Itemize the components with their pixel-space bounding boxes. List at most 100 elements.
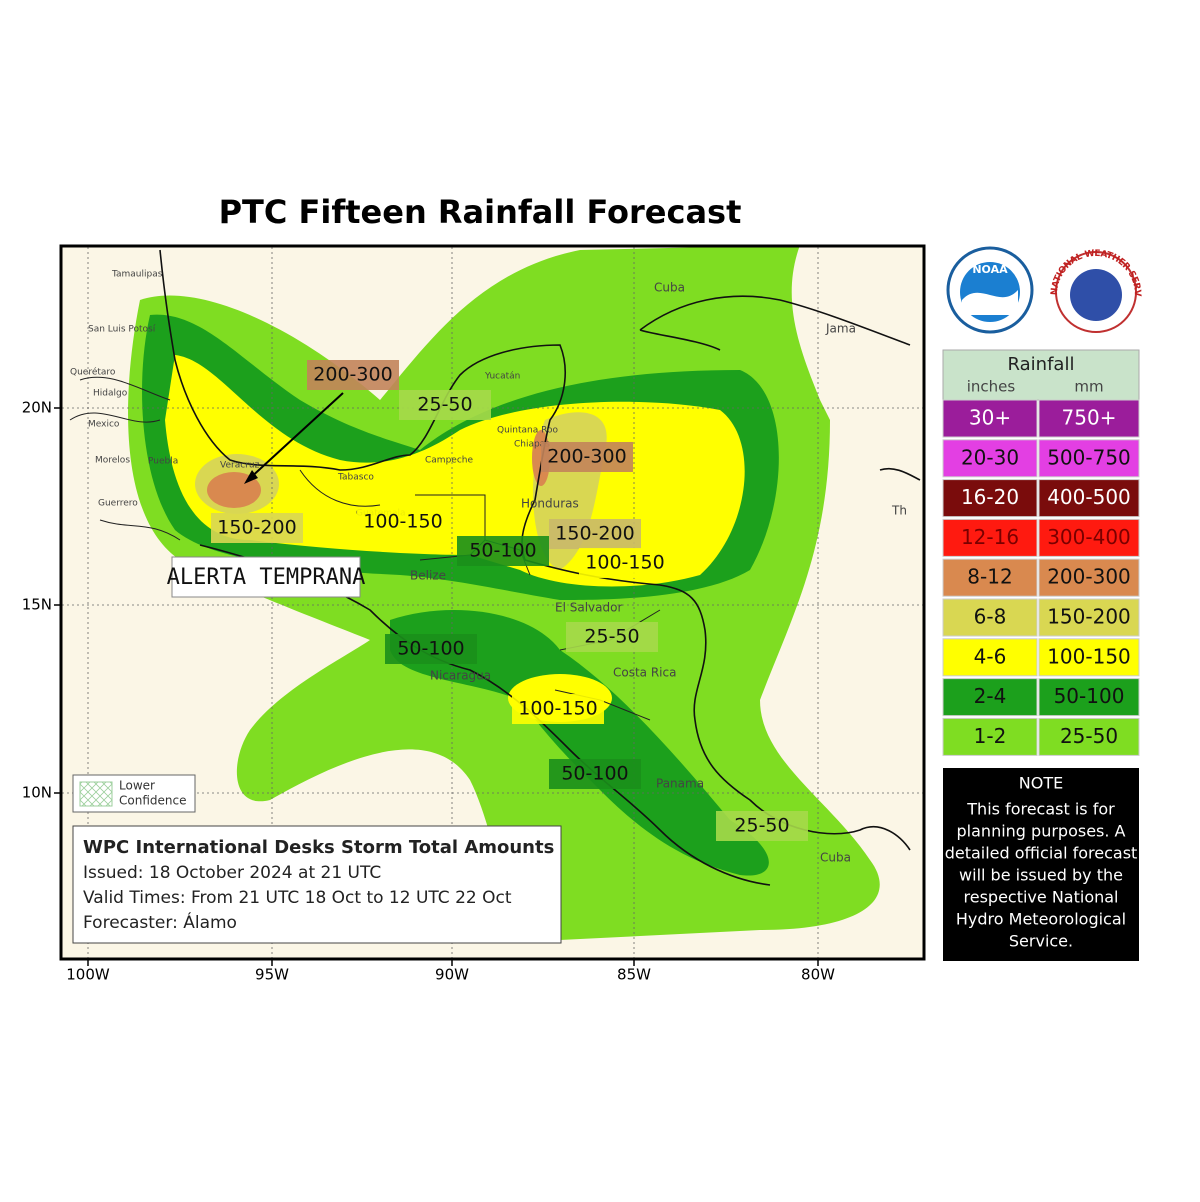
place-label: Chiapas xyxy=(514,440,550,450)
place-label: Costa Rica xyxy=(613,666,676,680)
latitude-label: 10N xyxy=(22,784,52,802)
amount-label: 50-100 xyxy=(457,536,549,566)
legend-swatch xyxy=(942,678,1038,717)
amount-label-text: 25-50 xyxy=(584,626,639,648)
place-label: Cuba xyxy=(820,851,851,865)
amount-label-text: 150-200 xyxy=(217,517,296,539)
amount-label-bg xyxy=(385,634,477,664)
longitude-label: 100W xyxy=(66,966,110,984)
amount-label: 25-50 xyxy=(716,811,808,841)
amount-label-text: 100-150 xyxy=(518,698,597,720)
legend-mm: 150-200 xyxy=(1047,605,1131,629)
place-label: Guerrero xyxy=(98,499,138,509)
amount-label-bg xyxy=(457,536,549,566)
legend-swatch xyxy=(1038,678,1140,717)
place-label: Jama xyxy=(825,322,856,336)
amount-label: 100-150 xyxy=(357,507,449,537)
note-line: respective National xyxy=(964,888,1119,907)
place-label: Querétaro xyxy=(70,367,116,378)
amount-label: 50-100 xyxy=(549,759,641,789)
note-line: detailed official forecast xyxy=(945,844,1138,863)
zone-2-4 xyxy=(390,610,769,876)
legend-mm: 750+ xyxy=(1062,406,1117,430)
amount-label-text: 25-50 xyxy=(734,815,789,837)
place-label: Panama xyxy=(656,777,704,791)
alert-badge-text: ALERTA TEMPRANA xyxy=(167,565,366,590)
note-line: This forecast is for xyxy=(966,800,1115,819)
legend-swatch xyxy=(942,558,1038,597)
legend-mm: 400-500 xyxy=(1047,485,1131,509)
amount-label: 100-150 xyxy=(512,694,604,724)
legend-mm: 25-50 xyxy=(1060,724,1118,748)
gridlines xyxy=(62,247,923,958)
legend-mm: 500-750 xyxy=(1047,445,1131,469)
amount-label-bg xyxy=(211,513,303,543)
legend-inches: 8-12 xyxy=(967,565,1012,589)
legend-swatch xyxy=(942,638,1038,677)
legend-swatch xyxy=(942,479,1038,518)
place-label: Honduras xyxy=(521,497,579,511)
place-label: Yucatán xyxy=(484,372,520,382)
place-label: Mexico xyxy=(88,420,120,430)
amount-label-bg xyxy=(549,759,641,789)
place-label: Campeche xyxy=(425,456,473,466)
lower-confidence-text: Lower xyxy=(119,779,155,793)
place-label: Veracruz xyxy=(220,461,260,471)
info-heading: WPC International Desks Storm Total Amou… xyxy=(83,837,554,858)
legend-mm: 200-300 xyxy=(1047,565,1131,589)
place-label: Belize xyxy=(410,569,446,583)
legend-swatch xyxy=(1038,479,1140,518)
legend-mm: 300-400 xyxy=(1047,525,1131,549)
legend-unit: mm xyxy=(1074,378,1103,396)
amount-label-text: 50-100 xyxy=(561,763,628,785)
amount-label: 150-200 xyxy=(549,519,641,549)
info-line: Forecaster: Álamo xyxy=(83,911,237,933)
amount-label: 100-150 xyxy=(579,548,671,578)
amount-label-bg xyxy=(549,519,641,549)
note-line: Hydro Meteorological xyxy=(956,910,1126,929)
amount-label-bg xyxy=(716,811,808,841)
longitude-label: 85W xyxy=(617,966,651,984)
legend-swatch xyxy=(1038,638,1140,677)
place-label: Tamaulipas xyxy=(111,270,163,280)
legend-inches: 16-20 xyxy=(961,485,1019,509)
longitude-label: 90W xyxy=(435,966,469,984)
legend-swatch xyxy=(1038,717,1140,756)
amount-label: 200-300 xyxy=(307,360,399,390)
place-label: Tabasco xyxy=(337,473,374,483)
place-label: Morelos xyxy=(95,456,130,466)
latitude-label: 20N xyxy=(22,399,52,417)
amount-label-bg xyxy=(357,507,449,537)
legend-inches: 30+ xyxy=(969,406,1011,430)
legend-swatch xyxy=(1038,518,1140,557)
legend-inches: 6-8 xyxy=(974,605,1007,629)
legend-swatch xyxy=(1038,558,1140,597)
place-label: Quintana Roo xyxy=(497,426,558,436)
legend-swatch xyxy=(942,518,1038,557)
amount-label-text: 100-150 xyxy=(363,511,442,533)
legend-swatch xyxy=(942,399,1038,438)
amount-label-text: 150-200 xyxy=(555,523,634,545)
latitude-label: 15N xyxy=(22,596,52,614)
legend-mm: 50-100 xyxy=(1054,684,1125,708)
info-line: Valid Times: From 21 UTC 18 Oct to 12 UT… xyxy=(83,888,512,908)
info-box: WPC International Desks Storm Total Amou… xyxy=(72,825,562,944)
amount-label-text: 200-300 xyxy=(547,446,626,468)
place-label: Th xyxy=(891,504,907,518)
legend-swatch xyxy=(942,717,1038,756)
legend-unit: inches xyxy=(967,378,1016,396)
amount-label-bg xyxy=(307,360,399,390)
legend-title: Rainfall xyxy=(1008,354,1075,375)
legend-swatch xyxy=(1038,598,1140,637)
amount-label: 150-200 xyxy=(211,513,303,543)
legend-swatch xyxy=(1038,439,1140,478)
note-title: NOTE xyxy=(1019,774,1063,793)
alert-badge: ALERTA TEMPRANA xyxy=(167,556,366,598)
amount-label-text: 200-300 xyxy=(313,364,392,386)
place-label: Nicaragua xyxy=(430,669,491,683)
place-label: Puebla xyxy=(148,457,178,467)
note-line: will be issued by the xyxy=(959,866,1123,885)
amount-label-text: 50-100 xyxy=(397,638,464,660)
legend-inches: 20-30 xyxy=(961,445,1019,469)
legend-inches: 12-16 xyxy=(961,525,1019,549)
